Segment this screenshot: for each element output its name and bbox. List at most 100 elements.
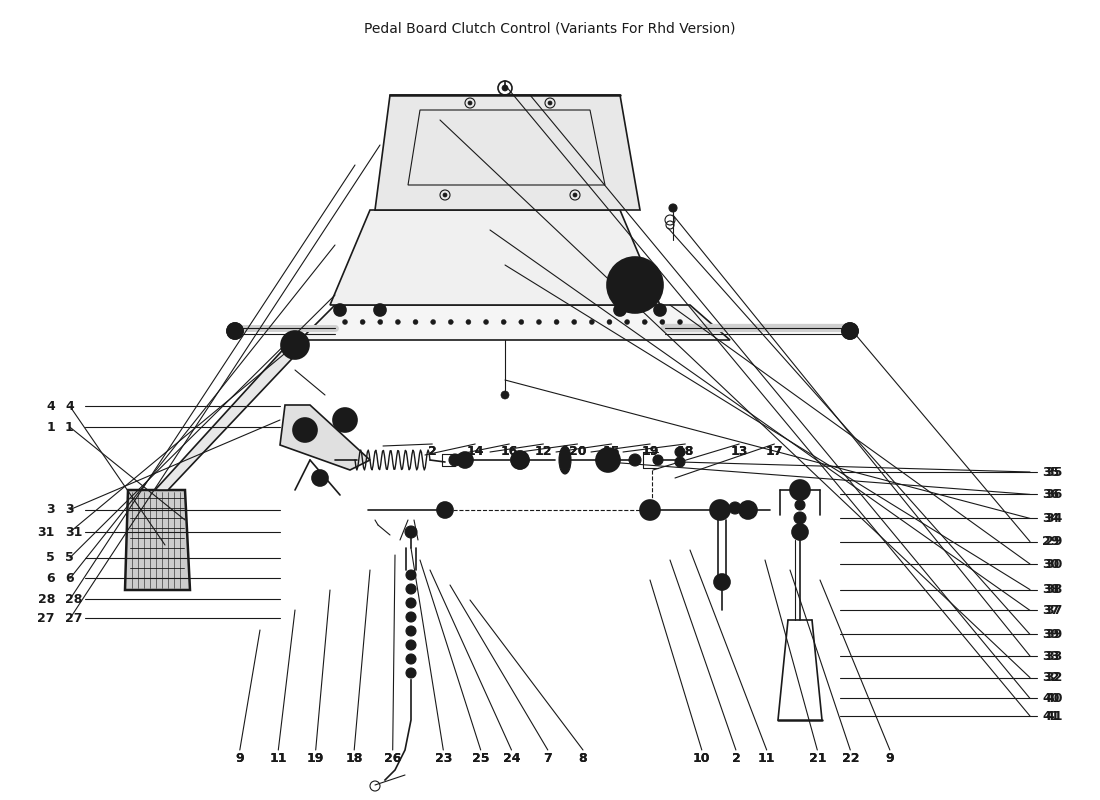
Text: 6: 6 (65, 572, 74, 585)
Text: 40: 40 (1042, 692, 1059, 705)
Text: 41: 41 (1045, 710, 1063, 722)
Text: 21: 21 (808, 751, 826, 765)
Text: 29: 29 (1045, 535, 1063, 548)
Circle shape (406, 612, 416, 622)
Text: 23: 23 (434, 751, 452, 765)
Text: 9: 9 (235, 751, 244, 765)
Text: 5: 5 (46, 551, 55, 564)
Text: 37: 37 (1042, 604, 1059, 617)
Circle shape (288, 338, 302, 352)
Circle shape (790, 480, 810, 500)
Text: 7: 7 (543, 751, 552, 765)
Text: 8: 8 (579, 751, 587, 765)
Text: 35: 35 (1045, 466, 1063, 478)
Text: 11: 11 (758, 751, 776, 765)
Text: 18: 18 (676, 446, 694, 458)
Circle shape (590, 319, 594, 325)
Circle shape (406, 598, 416, 608)
Text: 40: 40 (1045, 692, 1063, 705)
Text: 24: 24 (503, 751, 520, 765)
Text: 1: 1 (46, 421, 55, 434)
Text: 29: 29 (1042, 535, 1059, 548)
Circle shape (449, 319, 453, 325)
Circle shape (675, 457, 685, 467)
Circle shape (312, 470, 328, 486)
Text: 34: 34 (1042, 512, 1059, 525)
Circle shape (227, 323, 243, 339)
Circle shape (412, 319, 418, 325)
Text: 19: 19 (307, 751, 324, 765)
Circle shape (406, 570, 416, 580)
Text: 17: 17 (766, 446, 783, 458)
Circle shape (739, 501, 757, 519)
Text: 15: 15 (603, 446, 620, 458)
Text: 9: 9 (886, 751, 894, 765)
Text: 20: 20 (569, 446, 586, 458)
Circle shape (333, 408, 358, 432)
Text: 2: 2 (732, 751, 740, 765)
Circle shape (729, 502, 741, 514)
Text: 32: 32 (1045, 671, 1063, 684)
Text: 12: 12 (535, 446, 552, 458)
Circle shape (792, 524, 808, 540)
Circle shape (377, 319, 383, 325)
Circle shape (614, 304, 626, 316)
Circle shape (710, 500, 730, 520)
Circle shape (795, 500, 805, 510)
Circle shape (596, 448, 620, 472)
Text: 33: 33 (1042, 650, 1059, 662)
Text: 25: 25 (472, 751, 490, 765)
Text: 5: 5 (65, 551, 74, 564)
Circle shape (675, 447, 685, 457)
Text: 31: 31 (37, 526, 55, 538)
Circle shape (443, 193, 447, 197)
Text: 2: 2 (428, 446, 437, 458)
Text: 11: 11 (270, 751, 287, 765)
Ellipse shape (559, 446, 571, 474)
Text: 7: 7 (543, 751, 552, 765)
Circle shape (334, 304, 346, 316)
Circle shape (342, 319, 348, 325)
Polygon shape (280, 405, 370, 470)
Circle shape (714, 574, 730, 590)
Polygon shape (330, 210, 660, 305)
Text: 38: 38 (1045, 583, 1063, 596)
Text: 22: 22 (842, 751, 859, 765)
Circle shape (406, 584, 416, 594)
Circle shape (406, 626, 416, 636)
Text: 9: 9 (886, 751, 894, 765)
Text: 16: 16 (500, 446, 518, 458)
Circle shape (607, 319, 612, 325)
Circle shape (280, 331, 309, 359)
Text: 6: 6 (46, 572, 55, 585)
Text: 27: 27 (37, 612, 55, 625)
Text: 20: 20 (569, 446, 586, 458)
Circle shape (405, 526, 417, 538)
Text: 39: 39 (1045, 628, 1063, 641)
Text: 28: 28 (65, 593, 82, 606)
Text: 3: 3 (65, 503, 74, 516)
Circle shape (466, 319, 471, 325)
Text: 34: 34 (1045, 512, 1063, 525)
Circle shape (468, 101, 472, 105)
Text: 26: 26 (384, 751, 402, 765)
Circle shape (409, 671, 412, 675)
Circle shape (678, 319, 682, 325)
Circle shape (500, 391, 509, 399)
Text: 4: 4 (65, 400, 74, 413)
Circle shape (607, 257, 663, 313)
Circle shape (406, 654, 416, 664)
Circle shape (572, 319, 576, 325)
Text: 30: 30 (1042, 558, 1059, 570)
Text: 19: 19 (641, 446, 659, 458)
Circle shape (629, 454, 641, 466)
Circle shape (554, 319, 559, 325)
Text: 28: 28 (37, 593, 55, 606)
Text: 35: 35 (1042, 466, 1059, 478)
Text: 1: 1 (65, 421, 74, 434)
Text: 18: 18 (676, 446, 694, 458)
Text: 19: 19 (641, 446, 659, 458)
Text: 14: 14 (466, 446, 484, 458)
Circle shape (409, 601, 412, 605)
Text: 25: 25 (472, 751, 490, 765)
